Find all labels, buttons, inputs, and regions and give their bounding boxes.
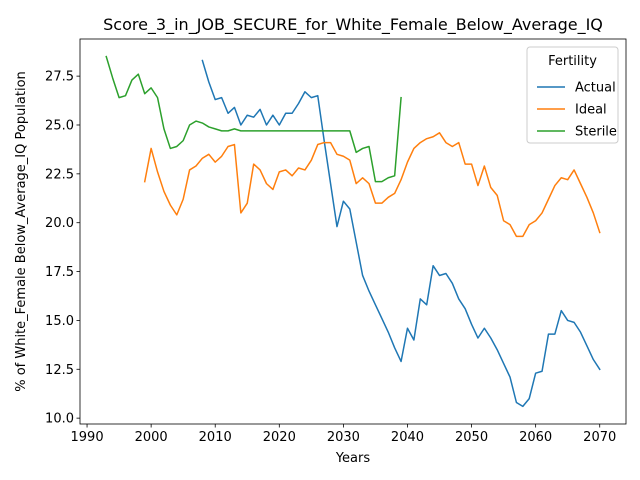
legend-label-actual: Actual xyxy=(575,81,616,96)
y-axis: 10.0 12.5 15.0 17.5 20.0 22.5 25.0 27.5 xyxy=(45,70,80,427)
y-tick-label: 10.0 xyxy=(45,412,74,427)
x-tick-label: 2070 xyxy=(583,430,616,445)
legend-label-sterile: Sterile xyxy=(575,125,617,140)
legend-title: Fertility xyxy=(548,54,597,69)
series-line-ideal xyxy=(143,132,601,238)
axes-frame xyxy=(79,38,627,425)
y-tick-label: 15.0 xyxy=(45,314,74,329)
y-tick-label: 20.0 xyxy=(45,216,74,231)
series-line-actual xyxy=(201,59,601,408)
chart-title: Score_3_in_JOB_SECURE_for_White_Female_B… xyxy=(103,15,603,35)
y-tick-label: 12.5 xyxy=(45,363,74,378)
x-tick-label: 2050 xyxy=(455,430,488,445)
legend: Fertility Actual Ideal Sterile xyxy=(526,46,619,144)
x-tick-label: 2030 xyxy=(327,430,360,445)
y-tick-label: 22.5 xyxy=(45,167,74,182)
x-tick-label: 2040 xyxy=(391,430,424,445)
x-tick-label: 2060 xyxy=(519,430,552,445)
x-axis: 1990 2000 2010 2020 2030 2040 2050 2060 2070 xyxy=(71,424,616,445)
x-tick-label: 1990 xyxy=(71,430,104,445)
x-tick-label: 2010 xyxy=(199,430,232,445)
legend-box xyxy=(526,46,619,144)
y-tick-label: 27.5 xyxy=(45,70,74,85)
x-tick-label: 2000 xyxy=(135,430,168,445)
x-tick-label: 2020 xyxy=(263,430,296,445)
y-axis-label: % of White_Female Below_Average_IQ Popul… xyxy=(14,71,29,392)
legend-label-ideal: Ideal xyxy=(575,103,607,118)
plot-area xyxy=(105,55,601,408)
series-line-sterile xyxy=(105,55,402,183)
y-tick-label: 17.5 xyxy=(45,265,74,280)
y-tick-label: 25.0 xyxy=(45,118,74,133)
x-axis-label: Years xyxy=(335,451,371,466)
